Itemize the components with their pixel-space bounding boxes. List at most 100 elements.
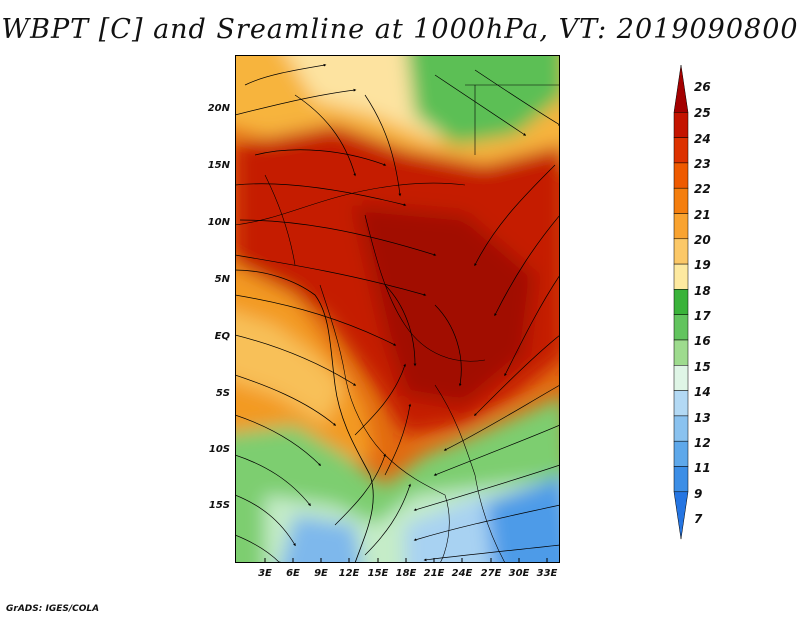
border-line bbox=[434, 384, 506, 563]
lat-label: EQ bbox=[214, 331, 230, 342]
coastline bbox=[235, 269, 374, 563]
lat-label: 10S bbox=[208, 444, 230, 455]
colorbar-label: 20 bbox=[694, 233, 711, 247]
colorbar-segment bbox=[673, 238, 689, 265]
colorbar-segment bbox=[673, 263, 689, 290]
grads-credit: GrADS: IGES/COLA bbox=[6, 604, 100, 614]
colorbar-segment bbox=[673, 390, 689, 417]
streamline bbox=[474, 164, 556, 267]
colorbar-segment bbox=[673, 213, 689, 240]
streamline bbox=[235, 534, 281, 563]
streamline bbox=[434, 74, 527, 136]
colorbar-segment bbox=[673, 466, 689, 493]
country-borders bbox=[235, 84, 560, 563]
axis-ticks bbox=[264, 558, 548, 563]
colorbar-label: 19 bbox=[694, 258, 711, 272]
colorbar-label: 11 bbox=[694, 461, 711, 475]
colorbar-label: 15 bbox=[694, 360, 711, 374]
border-line bbox=[264, 174, 296, 266]
streamline bbox=[235, 454, 311, 507]
lon-label: 30E bbox=[508, 568, 530, 579]
colorbar-label: 18 bbox=[694, 284, 711, 298]
streamline bbox=[235, 294, 397, 346]
streamline bbox=[433, 424, 560, 476]
streamline bbox=[423, 544, 560, 562]
border-line bbox=[364, 214, 486, 362]
colorbar-segment bbox=[673, 137, 689, 164]
lon-label: 15E bbox=[367, 568, 389, 579]
southeast-blue-field bbox=[475, 476, 560, 563]
streamline bbox=[384, 284, 417, 367]
streamline bbox=[235, 414, 321, 466]
colorbar-label: 14 bbox=[694, 385, 711, 399]
colorbar-label: 25 bbox=[694, 106, 711, 120]
border-line bbox=[319, 284, 386, 456]
colorbar-label: 21 bbox=[694, 208, 711, 222]
streamline bbox=[413, 464, 560, 511]
streamline bbox=[334, 453, 386, 526]
colorbar-segment bbox=[673, 187, 689, 214]
border-line bbox=[384, 454, 450, 563]
streamline bbox=[384, 403, 412, 476]
colorbar-label: 24 bbox=[694, 132, 711, 146]
colorbar-segment bbox=[673, 415, 689, 442]
streamline bbox=[254, 149, 387, 166]
coastal-yellow-field bbox=[235, 311, 345, 425]
colorbar-label: 13 bbox=[694, 411, 711, 425]
streamline bbox=[354, 363, 406, 436]
streamline bbox=[294, 94, 356, 177]
lon-label: 18E bbox=[395, 568, 417, 579]
map-frame bbox=[235, 55, 560, 563]
dark-red-field bbox=[355, 205, 535, 405]
map-title: WBPT [C] and Sreamline at 1000hPa, VT: 2… bbox=[1, 14, 799, 45]
lon-label: 12E bbox=[338, 568, 360, 579]
colorbar-segment bbox=[673, 289, 689, 315]
lon-label: 33E bbox=[536, 568, 558, 579]
streamline bbox=[235, 374, 337, 426]
lat-label: 20N bbox=[207, 103, 230, 114]
streamline bbox=[235, 334, 357, 386]
lat-label: 5N bbox=[214, 274, 230, 285]
lat-label: 10N bbox=[207, 217, 230, 228]
border-line bbox=[235, 182, 466, 226]
colorbar-segment bbox=[673, 112, 689, 138]
streamline bbox=[474, 334, 560, 416]
south-blue-field bbox=[280, 515, 362, 563]
streamline bbox=[235, 254, 427, 296]
lat-label: 15N bbox=[207, 160, 230, 171]
colorbar-segment bbox=[673, 162, 689, 189]
streamline bbox=[413, 504, 560, 541]
lat-label: 15S bbox=[208, 500, 230, 511]
colorbar-label: 7 bbox=[694, 512, 703, 526]
colorbar-segment bbox=[673, 339, 689, 366]
streamline bbox=[235, 183, 407, 207]
colorbar-top-triangle bbox=[673, 64, 689, 113]
colorbar bbox=[673, 64, 689, 540]
lon-label: 6E bbox=[286, 568, 300, 579]
colorbar-bottom-triangle bbox=[673, 491, 689, 540]
colorbar-segment bbox=[673, 440, 689, 467]
colorbar-label: 17 bbox=[694, 309, 711, 323]
lon-label: 9E bbox=[314, 568, 328, 579]
colorbar-label: 12 bbox=[694, 436, 711, 450]
streamline bbox=[494, 214, 560, 317]
streamline bbox=[235, 494, 296, 547]
colorbar-label: 22 bbox=[694, 182, 711, 196]
lon-label: 27E bbox=[480, 568, 502, 579]
colorbar-label: 16 bbox=[694, 334, 711, 348]
colorbar-segment bbox=[673, 365, 689, 391]
colorbar-label: 9 bbox=[694, 487, 703, 501]
north-green-field bbox=[407, 55, 560, 145]
wbpt-map bbox=[235, 55, 560, 563]
streamline bbox=[244, 63, 327, 86]
colorbar-label: 26 bbox=[694, 80, 711, 94]
streamline bbox=[235, 88, 357, 116]
colorbar-label: 23 bbox=[694, 157, 711, 171]
streamline bbox=[364, 94, 402, 197]
streamline bbox=[434, 304, 462, 387]
streamline bbox=[443, 384, 560, 451]
lon-label: 21E bbox=[423, 568, 445, 579]
streamline bbox=[364, 483, 411, 556]
streamline bbox=[474, 69, 560, 126]
colorbar-segment bbox=[673, 314, 689, 341]
